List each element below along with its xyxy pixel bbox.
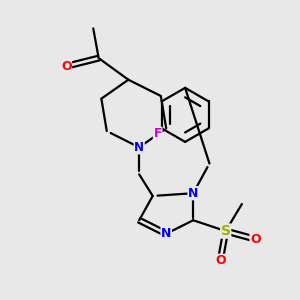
Text: O: O xyxy=(215,254,226,267)
Text: S: S xyxy=(221,224,231,238)
Text: N: N xyxy=(134,141,144,154)
Text: N: N xyxy=(161,227,171,240)
Text: O: O xyxy=(250,233,261,246)
Text: O: O xyxy=(61,60,71,73)
Text: N: N xyxy=(188,187,198,200)
Text: F: F xyxy=(153,127,162,140)
